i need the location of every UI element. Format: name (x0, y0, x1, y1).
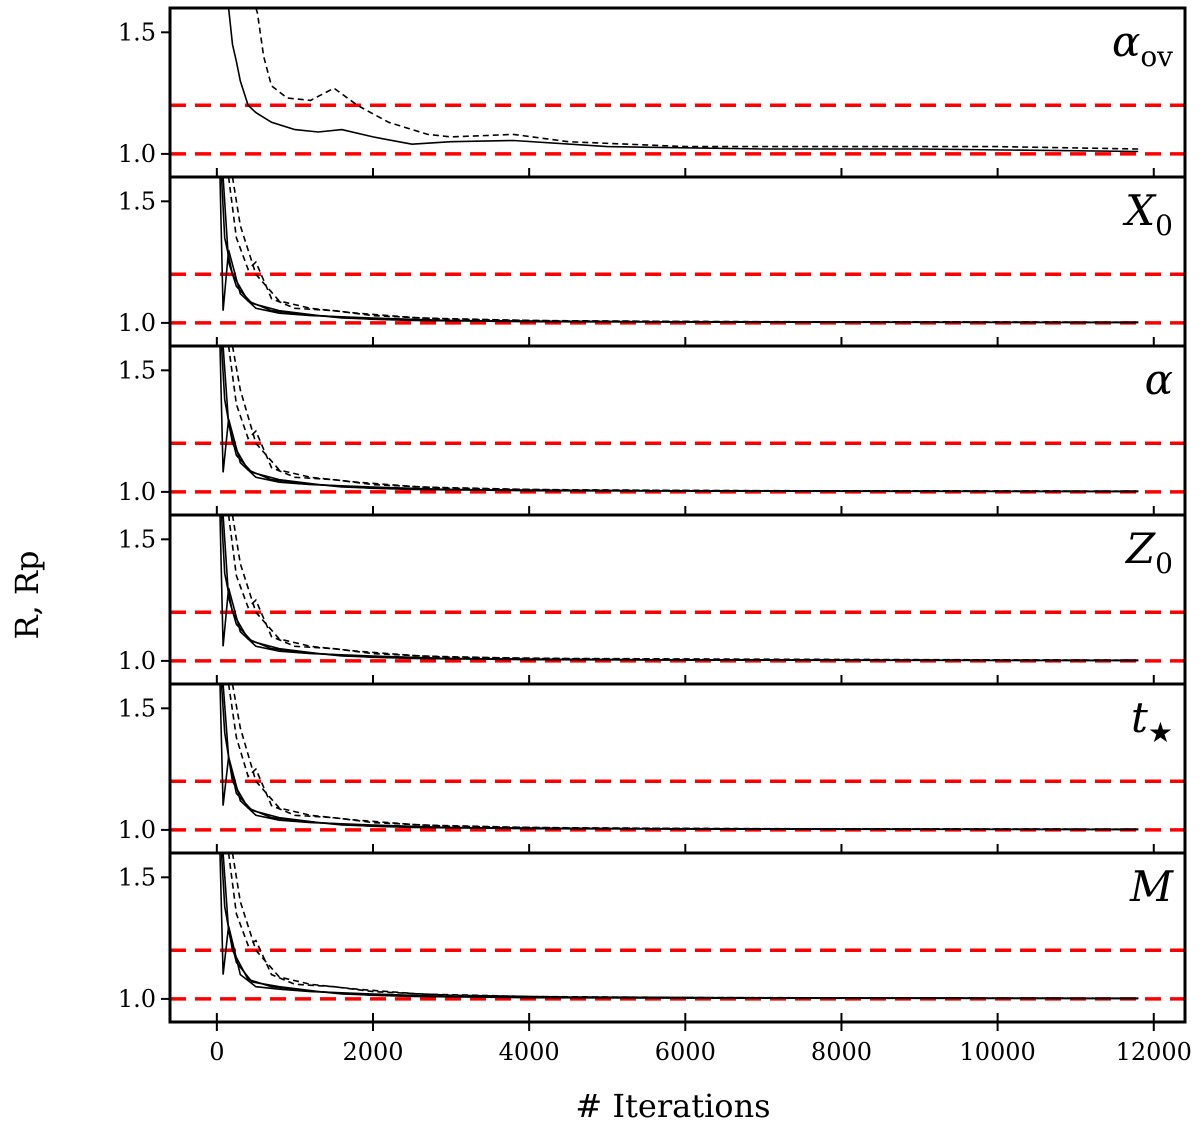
panel-label-sub: ★ (1148, 716, 1173, 749)
x-tick-label: 10000 (959, 1038, 1035, 1066)
y-tick-label: 1.5 (118, 187, 156, 215)
series-line-Rp (227, 177, 1139, 324)
panel-label: αov (1112, 17, 1173, 73)
series-group (219, 515, 1139, 662)
panel-label: t★ (1131, 693, 1173, 749)
x-tick-label: 4000 (499, 1038, 560, 1066)
series-group (219, 684, 1139, 831)
y-tick-label: 1.5 (118, 694, 156, 722)
series-line-Rp (255, 8, 1139, 150)
x-tick-label: 0 (209, 1038, 224, 1066)
y-tick-label: 1.0 (118, 309, 156, 337)
x-tick-label: 8000 (811, 1038, 872, 1066)
panel-2: 1.0 1.5 X0 (118, 175, 1187, 348)
series-line-R (219, 177, 1139, 324)
series-line-R (219, 515, 1139, 662)
y-tick-label: 1.5 (118, 525, 156, 553)
panel-label-sub: ov (1140, 40, 1173, 73)
panel-4: 1.0 1.5 Z0 (118, 513, 1187, 686)
x-axis-ticks: 0 2000 4000 6000 8000 10000 12000 (209, 1022, 1192, 1066)
series-line-R2 (220, 684, 1139, 831)
series-group (219, 853, 1139, 1000)
series-line-R2 (220, 515, 1139, 662)
y-tick-label: 1.0 (118, 647, 156, 675)
y-tick-label: 1.0 (118, 816, 156, 844)
panel-label: Z0 (1124, 524, 1173, 580)
x-tick-label: 12000 (1116, 1038, 1192, 1066)
y-tick-label: 1.5 (118, 18, 156, 46)
panel-label-main: M (1129, 862, 1174, 911)
panel-frame (168, 6, 1187, 179)
panel-3: 1.0 1.5 α (118, 344, 1187, 517)
y-axis-label: R, Rp (8, 550, 46, 639)
series-line-Rp2 (231, 684, 1139, 831)
panel-label-sub: 0 (1155, 547, 1173, 580)
series-line-Rp2 (231, 515, 1139, 662)
series-line-R2 (220, 853, 1139, 1000)
panel-frame (168, 851, 1187, 1024)
series-line-R3 (222, 853, 1139, 1000)
series-line-Rp2 (231, 177, 1139, 324)
series-group (219, 177, 1139, 324)
y-tick-label: 1.0 (118, 985, 156, 1013)
series-line-R2 (220, 346, 1139, 493)
series-line-R (219, 853, 1139, 1000)
panel-label: M (1129, 862, 1174, 911)
series-line-R3 (222, 515, 1139, 662)
series-line-Rp (227, 346, 1139, 493)
panel-label: X0 (1122, 186, 1173, 242)
y-tick-label: 1.5 (118, 356, 156, 384)
panel-label-main: t (1131, 693, 1148, 742)
x-axis-label: # Iterations (575, 1087, 770, 1125)
series-line-R3 (222, 177, 1139, 324)
y-tick-label: 1.0 (118, 478, 156, 506)
panel-6: 1.0 1.5 M (118, 851, 1187, 1024)
series-line-R3 (222, 346, 1139, 493)
y-tick-label: 1.0 (118, 140, 156, 168)
series-line-Rp2 (231, 346, 1139, 493)
panel-1: 1.0 1.5 αov (118, 6, 1187, 179)
panel-label-main: Z (1124, 524, 1156, 573)
x-tick-label: 2000 (342, 1038, 403, 1066)
panel-5: 1.0 1.5 t★ (118, 682, 1187, 855)
series-line-R (219, 684, 1139, 831)
series-group (219, 346, 1139, 493)
series-group (227, 8, 1139, 153)
series-line-R2 (220, 177, 1139, 324)
series-line-R3 (222, 684, 1139, 831)
series-line-Rp2 (231, 853, 1139, 1000)
panel-label: α (1145, 355, 1173, 404)
panel-label-main: α (1145, 355, 1173, 404)
x-tick-label: 6000 (655, 1038, 716, 1066)
series-line-Rp (227, 684, 1139, 831)
series-line-R (227, 8, 1139, 153)
panel-label-sub: 0 (1155, 209, 1173, 242)
panel-label-main: α (1112, 17, 1140, 66)
y-tick-label: 1.5 (118, 863, 156, 891)
series-line-Rp (227, 853, 1139, 1000)
series-line-R (219, 346, 1139, 493)
panel-label-main: X (1122, 186, 1157, 235)
series-line-Rp (227, 515, 1139, 662)
